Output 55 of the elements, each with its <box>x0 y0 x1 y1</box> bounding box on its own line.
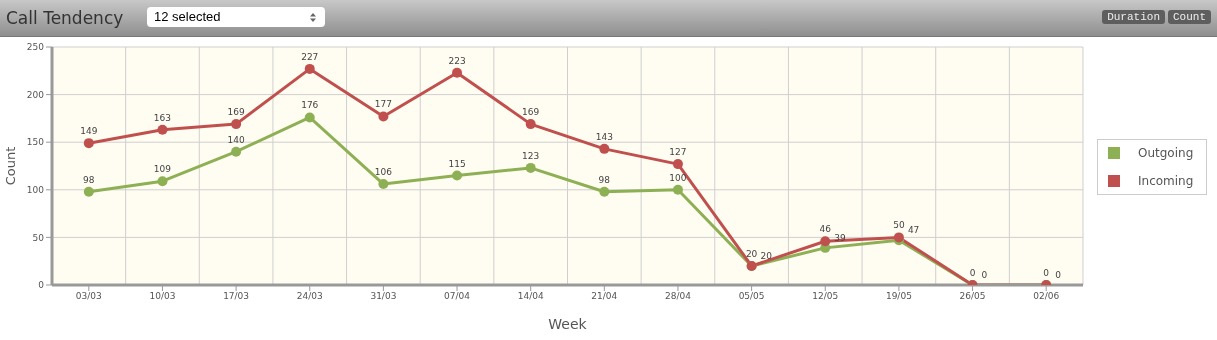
x-tick-label: 03/03 <box>75 291 102 302</box>
data-label: 177 <box>374 99 392 110</box>
data-label: 143 <box>595 131 613 142</box>
data-label: 123 <box>522 150 540 161</box>
x-tick-label: 19/05 <box>885 291 912 302</box>
data-label: 0 <box>981 270 988 280</box>
data-label: 46 <box>819 224 832 235</box>
data-label: 100 <box>669 172 687 183</box>
data-label: 0 <box>1055 270 1062 280</box>
data-label: 0 <box>969 268 976 278</box>
data-label: 127 <box>669 147 687 158</box>
dropdown-field: 12 selected <box>147 7 325 27</box>
legend-label: Incoming <box>1138 174 1194 188</box>
data-label: 223 <box>448 55 466 66</box>
x-tick-label: 02/06 <box>1033 291 1060 302</box>
y-tick-label: 200 <box>26 89 45 100</box>
data-label: 106 <box>374 167 393 178</box>
y-tick-label: 250 <box>26 42 45 53</box>
data-label: 115 <box>448 158 466 169</box>
x-tick-label: 05/05 <box>738 291 765 302</box>
data-label: 20 <box>760 250 773 261</box>
x-tick-label: 28/04 <box>665 291 692 302</box>
x-tick-label: 31/03 <box>370 291 397 302</box>
data-label: 227 <box>301 51 319 62</box>
legend-label: Outgoing <box>1138 146 1194 160</box>
x-tick-label: 12/05 <box>812 291 839 302</box>
y-tick-label: 0 <box>38 280 45 291</box>
data-label: 50 <box>893 220 905 231</box>
x-tick-label: 07/04 <box>444 291 471 302</box>
data-label: 176 <box>301 100 319 111</box>
x-tick-label: 24/03 <box>296 291 323 302</box>
x-tick-label: 26/05 <box>959 291 986 302</box>
x-tick-label: 21/04 <box>591 291 618 302</box>
y-axis-title: Count <box>2 146 18 186</box>
x-tick-label: 14/04 <box>517 291 544 302</box>
data-label: 109 <box>153 164 172 175</box>
data-label: 47 <box>907 225 920 236</box>
data-label: 169 <box>227 107 245 118</box>
toggle-button: Count <box>1168 10 1211 24</box>
data-label: 98 <box>83 174 95 185</box>
data-label: 169 <box>522 107 540 118</box>
data-label: 163 <box>153 112 172 123</box>
y-tick-label: 100 <box>26 185 45 195</box>
data-label: 140 <box>227 134 245 145</box>
y-tick-label: 50 <box>32 232 45 243</box>
y-tick-label: 150 <box>26 137 45 148</box>
data-label: 98 <box>598 174 611 185</box>
toggle-button: Duration <box>1102 10 1165 24</box>
x-tick-label: 17/03 <box>223 291 250 302</box>
chart-title: Call Tendency <box>6 8 124 28</box>
x-tick-label: 10/03 <box>149 291 176 302</box>
data-label: 20 <box>745 248 758 259</box>
x-axis-title: Week <box>548 316 588 332</box>
data-label: 149 <box>80 126 98 137</box>
data-label: 0 <box>1043 268 1050 278</box>
